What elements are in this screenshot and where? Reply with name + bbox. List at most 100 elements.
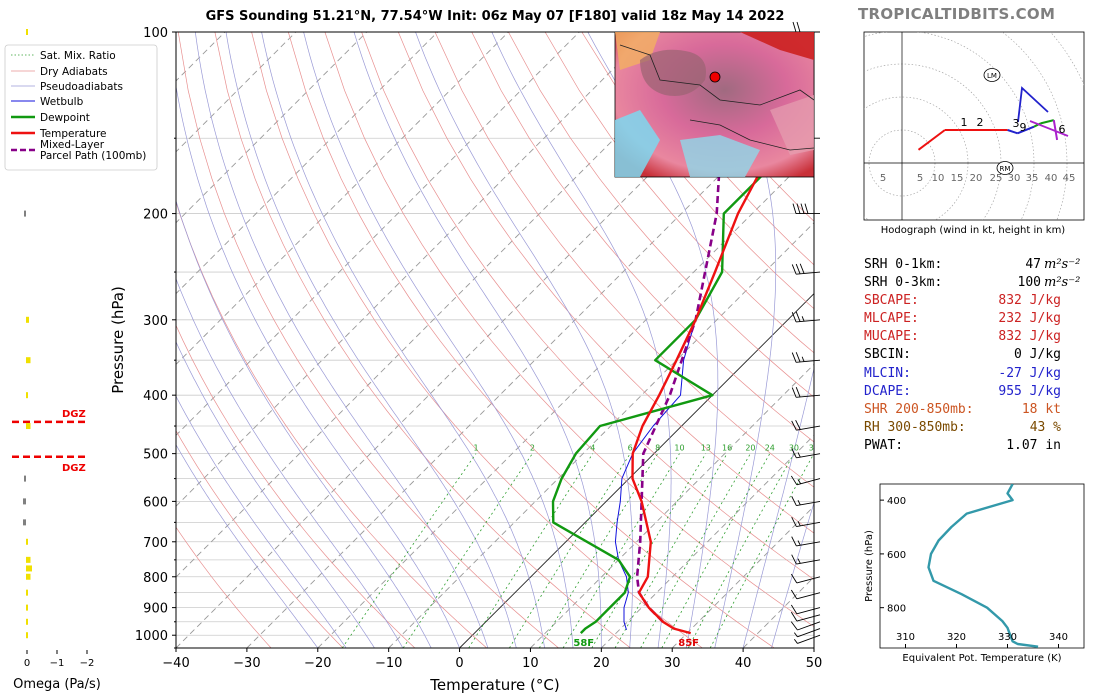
dgz-label: DGZ — [62, 409, 86, 420]
legend-entry-line: Dewpoint — [40, 112, 90, 124]
index-row: SBCAPE: 832 J/kg — [864, 292, 1079, 310]
omega-bar — [24, 210, 26, 217]
wind-barb — [791, 496, 821, 507]
mixing-ratio-line — [614, 453, 728, 648]
wind-barb — [793, 628, 821, 638]
wind-barb — [791, 517, 821, 527]
wind-barb — [790, 573, 821, 584]
mixing-ratio-line — [640, 453, 751, 648]
mixing-ratio-line — [687, 453, 795, 648]
wind-barb-half-flag — [797, 540, 801, 546]
theta-e-x-tick-label: 310 — [896, 632, 915, 643]
index-row: DCAPE: 955 J/kg — [864, 383, 1079, 401]
index-value: 1.07 in — [1006, 437, 1061, 453]
wind-barb-shaft — [797, 628, 821, 638]
wind-barb — [793, 634, 821, 644]
hodograph-segment — [1052, 119, 1059, 141]
x-tick-label: −40 — [162, 656, 189, 671]
wind-barb-flag — [791, 496, 797, 506]
hodograph-ring-label: 10 — [932, 173, 945, 184]
x-axis-label: Temperature (°C) — [429, 676, 559, 694]
index-label: MLCIN: — [864, 365, 911, 381]
x-tick-label: 30 — [664, 656, 681, 671]
x-tick-label: 10 — [522, 656, 539, 671]
hodograph-caption: Hodograph (wind in kt, height in km) — [881, 225, 1066, 236]
wind-barb-shaft — [796, 592, 821, 600]
hodograph-segment — [1029, 120, 1069, 137]
omega-bar — [23, 498, 26, 505]
y-tick-label: 100 — [143, 26, 168, 41]
hodograph-segment — [1017, 125, 1035, 135]
y-tick-label: 700 — [143, 536, 168, 551]
sounding-location-marker — [709, 71, 721, 83]
wind-barb-flag — [791, 387, 797, 398]
hodograph-height-label: 2 — [977, 116, 984, 129]
omega-bar — [26, 29, 28, 35]
pseudoadiabat-line — [771, 501, 814, 648]
omega-bar — [26, 632, 28, 639]
mixing-ratio-label: 30 — [789, 444, 799, 453]
pseudoadiabat-line — [261, 32, 545, 648]
wind-barb-half-flag — [797, 452, 801, 458]
wind-barb-shaft — [796, 425, 821, 431]
isotherm-line — [176, 32, 438, 295]
pseudoadiabat-line — [225, 32, 517, 648]
wind-barb-shaft — [796, 478, 821, 486]
wind-barb-half-flag — [797, 520, 801, 527]
mixing-ratio-label: 4 — [590, 444, 595, 453]
legend-entry-line: Temperature — [39, 128, 107, 140]
hodograph-segment — [1040, 119, 1055, 125]
wind-barb-half-flag — [793, 638, 798, 644]
omega-bar — [26, 357, 31, 364]
mixing-ratio-label: 16 — [722, 444, 732, 453]
theta-e-x-tick-label: 320 — [947, 632, 966, 643]
wind-barb-shaft — [796, 607, 821, 615]
pseudoadiabat-line — [491, 32, 672, 648]
dewpoint-line — [551, 120, 814, 634]
hodograph-segment — [1007, 129, 1018, 135]
wind-barb — [791, 263, 821, 275]
hodograph-ring-label: 45 — [1063, 173, 1076, 184]
index-row: SBCIN: 0 J/kg — [864, 346, 1079, 364]
legend-entry-line: Pseudoadiabats — [40, 81, 123, 93]
legend-entry-line: Dry Adiabats — [40, 66, 108, 78]
hodograph-height-label: 3 — [1013, 117, 1020, 130]
wind-barb — [791, 448, 821, 459]
mixing-ratio-label: 2 — [530, 444, 535, 453]
wind-barb — [792, 21, 820, 33]
wind-barb-shaft — [796, 521, 821, 527]
dgz-label: DGZ — [62, 463, 86, 474]
map-coastline — [619, 44, 815, 151]
mixing-ratio-label: 8 — [655, 444, 660, 453]
wind-barb-shaft — [796, 453, 821, 459]
hodograph-segment — [1017, 86, 1049, 123]
mixing-ratio-label: 13 — [701, 444, 711, 453]
wind-barb-flag — [792, 21, 797, 33]
storm-motion-marker — [983, 68, 1001, 82]
isotherm-line — [671, 505, 814, 648]
wind-barb — [791, 311, 821, 323]
theta-e-y-label: Pressure (hPa) — [864, 530, 875, 602]
wind-barb — [790, 604, 821, 615]
wind-barb-flag — [791, 420, 797, 431]
hodograph-ring-label: 35 — [1026, 173, 1039, 184]
wind-barb-half-flag — [801, 316, 805, 322]
theta-e-y-tick-label: 800 — [887, 604, 906, 615]
index-label: MUCAPE: — [864, 329, 919, 345]
wind-barb-flag — [795, 419, 801, 430]
site-brand[interactable]: TROPICALTIDBITS.COM — [858, 5, 1056, 23]
mixing-ratio-line — [591, 453, 707, 648]
mixing-ratio-label: 36 — [809, 444, 819, 453]
hodograph-ring-label: 25 — [990, 173, 1003, 184]
skewt-profiles: 85F 58F — [551, 32, 814, 648]
isotherm-line — [176, 32, 297, 153]
wind-barb — [791, 554, 821, 565]
y-tick-label: 400 — [143, 389, 168, 404]
pseudoadiabat-line — [176, 395, 347, 648]
index-label: SHR 200-850mb: — [864, 401, 974, 417]
wind-barb-flag — [796, 203, 801, 214]
indices-table: SRH 0-1km: 47 m²s⁻² SRH 0-3km: 100 m²s⁻² SBCAP… — [864, 256, 1080, 455]
index-label: SBCIN: — [864, 347, 911, 363]
wind-barb-flag — [790, 604, 798, 615]
